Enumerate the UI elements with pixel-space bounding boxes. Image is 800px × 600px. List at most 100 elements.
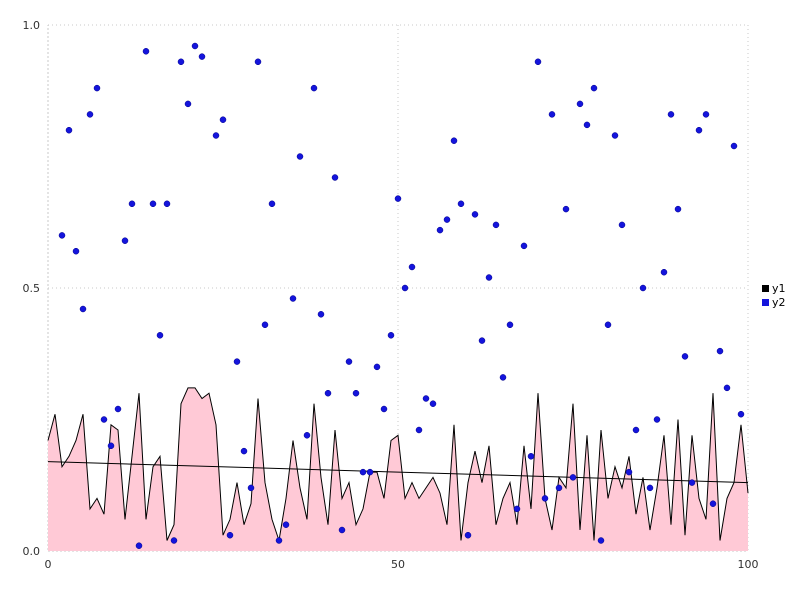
scatter-point-y2: [653, 416, 661, 423]
scatter-point-y2: [674, 205, 682, 213]
scatter-point-y2: [191, 42, 199, 50]
scatter-point-y2: [730, 142, 738, 150]
scatter-point-y2: [93, 84, 101, 92]
legend-label-y1: y1: [772, 282, 786, 295]
scatter-point-y2: [240, 447, 248, 455]
scatter-point-y2: [135, 542, 143, 549]
scatter-point-y2: [597, 537, 605, 544]
area-series-y1: [48, 387, 748, 551]
y-tick-label: 0.5: [23, 282, 41, 295]
scatter-point-y2: [366, 468, 374, 476]
legend-swatch-y1: [762, 285, 769, 292]
scatter-point-y2: [212, 132, 220, 139]
scatter-point-y2: [590, 84, 598, 92]
scatter-point-y2: [275, 537, 283, 544]
scatter-point-y2: [646, 484, 654, 492]
scatter-point-y2: [79, 305, 87, 313]
scatter-point-y2: [478, 337, 486, 344]
scatter-point-y2: [667, 111, 675, 118]
scatter-point-y2: [345, 358, 353, 365]
scatter-point-y2: [401, 284, 409, 292]
line-series-trend: [47, 461, 749, 484]
scatter-point-y2: [632, 426, 640, 434]
scatter-point-y2: [72, 247, 80, 255]
scatter-point-y2: [415, 426, 423, 434]
scatter-point-y2: [695, 126, 703, 134]
scatter-point-y2: [310, 84, 318, 92]
scatter-point-y2: [387, 332, 395, 339]
scatter-point-y2: [289, 295, 297, 302]
scatter-point-y2: [555, 484, 563, 492]
scatter-point-y2: [373, 363, 381, 371]
line-series-y1: [47, 387, 749, 541]
scatter-point-y2: [114, 405, 122, 413]
scatter-point-y2: [681, 353, 689, 360]
scatter-point-y2: [254, 58, 262, 66]
scatter-point-y2: [548, 111, 556, 118]
scatter-point-y2: [233, 358, 241, 365]
scatter-point-y2: [352, 389, 360, 397]
scatter-point-y2: [121, 237, 129, 244]
x-tick-label: 0: [45, 558, 52, 571]
scatter-point-y2: [429, 400, 437, 407]
scatter-point-y2: [170, 537, 178, 544]
scatter-point-y2: [156, 332, 164, 339]
scatter-point-y2: [702, 111, 710, 118]
scatter-point-y2: [513, 505, 521, 513]
scatter-point-y2: [142, 48, 150, 55]
scatter-point-y2: [58, 232, 66, 239]
scatter-point-y2: [534, 58, 542, 66]
scatter-point-y2: [450, 137, 458, 144]
scatter-point-y2: [618, 221, 626, 229]
scatter-point-y2: [282, 521, 290, 528]
scatter-point-y2: [163, 200, 171, 208]
scatter-point-y2: [338, 526, 346, 534]
scatter-point-y2: [184, 100, 192, 108]
scatter-point-y2: [499, 374, 507, 381]
scatter-point-y2: [86, 111, 94, 118]
scatter-point-y2: [723, 384, 731, 392]
scatter-point-y2: [219, 116, 227, 123]
scatter-point-y2: [331, 174, 339, 181]
legend-swatch-y2: [762, 299, 769, 306]
scatter-point-y2: [611, 132, 619, 139]
scatter-point-y2: [562, 205, 570, 213]
scatter-point-y2: [625, 468, 633, 476]
scatter-point-y2: [660, 268, 668, 276]
scatter-point-y2: [107, 442, 115, 450]
scatter-point-y2: [576, 100, 584, 108]
scatter-point-y2: [226, 531, 234, 539]
scatter-point-y2: [569, 474, 577, 481]
scatter-point-y2: [100, 416, 108, 423]
scatter-point-y2: [485, 274, 493, 281]
legend-label-y2: y2: [772, 296, 786, 309]
scatter-point-y2: [436, 226, 444, 234]
scatter-point-y2: [149, 200, 157, 208]
scatter-point-y2: [359, 468, 367, 476]
scatter-point-y2: [471, 211, 479, 218]
scatter-point-y2: [527, 453, 535, 460]
scatter-point-y2: [65, 126, 73, 134]
scatter-point-y2: [688, 479, 696, 486]
x-tick-label: 50: [391, 558, 405, 571]
scatter-point-y2: [457, 200, 465, 208]
scatter-point-y2: [639, 284, 647, 292]
scatter-point-y2: [520, 242, 528, 250]
scatter-point-y2: [317, 311, 325, 318]
y-tick-label: 0.0: [23, 545, 41, 558]
scatter-point-y2: [380, 405, 388, 413]
scatter-point-y2: [324, 389, 332, 397]
scatter-point-y2: [464, 531, 472, 539]
scatter-point-y2: [492, 221, 500, 229]
scatter-point-y2: [506, 321, 514, 329]
y-tick-label: 1.0: [23, 19, 41, 32]
scatter-point-y2: [716, 347, 724, 355]
scatter-point-y2: [303, 432, 311, 439]
scatter-point-y2: [443, 216, 451, 223]
scatter-point-y2: [261, 321, 269, 329]
scatter-point-y2: [177, 58, 185, 66]
scatter-point-y2: [394, 195, 402, 202]
scatter-point-y2: [268, 200, 276, 208]
